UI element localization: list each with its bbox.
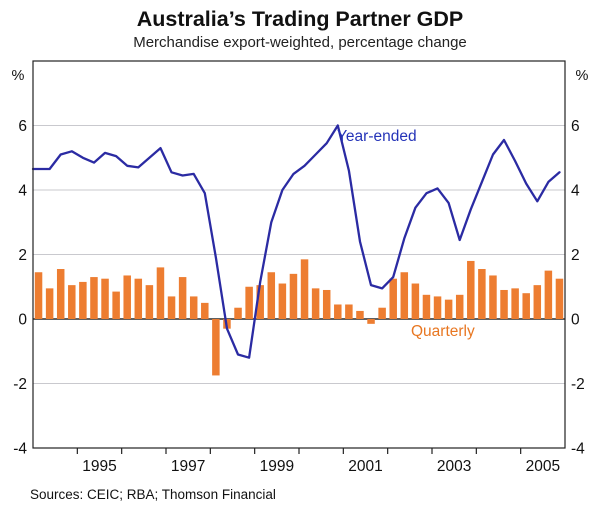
quarterly-bar: [400, 272, 409, 319]
y-axis-label-left: 2: [18, 247, 27, 264]
quarterly-bar: [267, 272, 276, 319]
quarterly-bar: [112, 291, 120, 319]
quarterly-bar: [533, 285, 542, 319]
quarterly-bar: [489, 275, 497, 319]
quarterly-bar: [300, 259, 309, 319]
quarterly-bar: [378, 307, 386, 319]
quarterly-bar: [500, 289, 508, 319]
quarterly-bar: [134, 278, 143, 319]
quarterly-bar: [234, 307, 242, 319]
quarterly-bar: [167, 296, 176, 319]
y-axis-label-left: 6: [18, 118, 27, 135]
y-axis-label-left: -4: [13, 441, 27, 458]
quarterly-bar: [289, 273, 298, 319]
quarterly-bar: [101, 278, 109, 319]
quarterly-bar: [189, 296, 198, 319]
quarterly-bar: [212, 319, 220, 376]
y-axis-label-right: -2: [571, 376, 585, 393]
quarterly-bar: [56, 269, 65, 319]
x-axis-year-label: 2001: [348, 458, 382, 475]
quarterly-bar: [278, 283, 287, 319]
quarterly-bar: [511, 288, 519, 319]
quarterly-bar: [79, 281, 87, 319]
quarterly-bar: [256, 285, 264, 319]
quarterly-bar: [68, 285, 76, 319]
quarterly-bar: [245, 286, 253, 319]
y-axis-label-left: 0: [18, 312, 27, 329]
x-axis-year-label: 1999: [260, 458, 294, 475]
quarterly-bar: [356, 310, 364, 319]
quarterly-bar: [334, 304, 342, 319]
quarterly-bar: [444, 299, 453, 319]
percent-sign-right: %: [576, 68, 589, 84]
quarterly-bar: [367, 319, 375, 324]
chart-subtitle: Merchandise export-weighted, percentage …: [133, 34, 467, 51]
quarterly-bar: [345, 304, 353, 319]
y-axis-label-right: -4: [571, 441, 585, 458]
quarterly-bar: [322, 289, 331, 319]
quarterly-bar: [145, 285, 154, 319]
quarterly-bar: [45, 288, 54, 319]
quarterly-bar: [478, 269, 486, 319]
x-axis-year-label: 2003: [437, 458, 471, 475]
y-axis-label-right: 6: [571, 118, 580, 135]
quarterly-bar: [455, 294, 464, 319]
quarterly-bar: [544, 270, 553, 319]
quarterly-bar: [433, 296, 442, 319]
y-axis-label-right: 0: [571, 312, 580, 329]
y-axis-label-left: -2: [13, 376, 27, 393]
quarterly-bar: [34, 272, 43, 319]
x-axis-year-label: 1997: [171, 458, 205, 475]
chart-title: Australia’s Trading Partner GDP: [136, 7, 464, 31]
quarterly-bar: [123, 275, 131, 319]
y-axis-label-right: 2: [571, 247, 580, 264]
quarterly-bar: [90, 277, 98, 319]
legend-year-ended-label: Year-ended: [337, 128, 417, 145]
year-ended-line: [31, 124, 561, 359]
x-axis-year-label: 1995: [82, 458, 116, 475]
quarterly-bar: [555, 278, 564, 319]
quarterly-bar: [422, 294, 431, 319]
quarterly-bar: [389, 278, 397, 319]
quarterly-bar: [522, 293, 530, 319]
legend-quarterly-label: Quarterly: [411, 323, 475, 340]
sources-note: Sources: CEIC; RBA; Thomson Financial: [30, 487, 276, 502]
quarterly-bar: [467, 260, 475, 319]
quarterly-bar: [201, 302, 209, 319]
y-axis-label-left: 4: [18, 183, 27, 200]
x-axis-year-label: 2005: [526, 458, 560, 475]
quarterly-bar: [156, 267, 165, 319]
quarterly-bar: [311, 288, 320, 319]
quarterly-bar: [411, 283, 420, 319]
y-axis-label-right: 4: [571, 183, 580, 200]
quarterly-bar: [178, 277, 187, 319]
percent-sign-left: %: [12, 68, 25, 84]
